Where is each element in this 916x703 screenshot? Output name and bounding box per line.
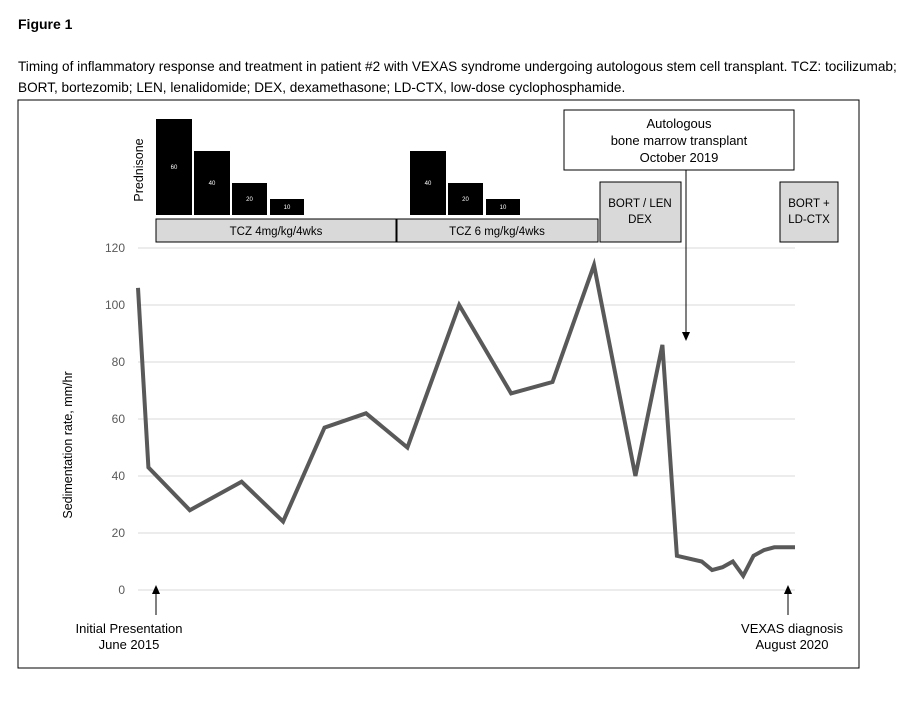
tcz-4mg-box — [155, 218, 397, 243]
y-axis-label: Sedimentation rate, mm/hr — [61, 371, 75, 518]
prednisone-bar — [156, 119, 192, 215]
prednisone-bar-label: 20 — [246, 197, 253, 203]
y-axis-ticks: 0 20 40 60 80 100 120 — [105, 241, 125, 597]
transplant-label-2: bone marrow transplant — [611, 133, 748, 148]
bort-len-box — [599, 181, 682, 243]
y-tick-label: 120 — [105, 241, 125, 255]
prednisone-bar — [486, 199, 520, 215]
prednisone-bars: 60 40 20 10 40 20 10 — [156, 119, 520, 215]
initial-label-2: June 2015 — [99, 637, 160, 652]
bort-len-label-1: BORT / LEN — [608, 198, 672, 210]
y-tick-label: 40 — [112, 469, 126, 483]
transplant-label-3: October 2019 — [640, 150, 719, 165]
diagnosis-label-1: VEXAS diagnosis — [741, 621, 843, 636]
diagnosis-label-2: August 2020 — [755, 637, 828, 652]
transplant-arrowhead — [682, 332, 690, 341]
figure-caption: Timing of inflammatory response and trea… — [18, 59, 897, 95]
prednisone-bar — [448, 183, 483, 215]
y-tick-label: 20 — [112, 526, 126, 540]
y-tick-label: 100 — [105, 298, 125, 312]
sedimentation-rate-line — [136, 257, 795, 580]
prednisone-bar-label: 20 — [462, 197, 469, 203]
diagnosis-arrowhead — [784, 585, 792, 594]
bort-ctx-box — [779, 181, 839, 243]
tcz-6mg-label: TCZ 6 mg/kg/4wks — [449, 226, 545, 238]
transplant-box — [563, 109, 795, 171]
prednisone-bar-label: 10 — [284, 205, 291, 211]
tcz-4mg-label: TCZ 4mg/kg/4wks — [230, 226, 323, 238]
bort-ctx-label-1: BORT + — [788, 198, 830, 210]
y-tick-label: 80 — [112, 355, 126, 369]
initial-arrowhead — [152, 585, 160, 594]
gridlines — [138, 247, 795, 591]
bort-ctx-label-2: LD-CTX — [788, 214, 830, 226]
prednisone-bar-label: 40 — [209, 181, 216, 187]
prednisone-bar — [410, 151, 446, 215]
tcz-6mg-box — [396, 218, 599, 243]
transplant-label-1: Autologous — [646, 116, 712, 131]
prednisone-bar — [270, 199, 304, 215]
figure-label: Figure 1 — [18, 16, 73, 32]
y-tick-label: 60 — [112, 412, 126, 426]
prednisone-bar-label: 10 — [500, 205, 507, 211]
prednisone-bar-label: 60 — [171, 165, 178, 171]
initial-label-1: Initial Presentation — [76, 621, 183, 636]
prednisone-bar — [232, 183, 267, 215]
prednisone-bar — [194, 151, 230, 215]
bort-len-label-2: DEX — [628, 214, 652, 226]
prednisone-bar-label: 40 — [425, 181, 432, 187]
prednisone-label: Prednisone — [132, 138, 146, 201]
y-tick-label: 0 — [118, 583, 125, 597]
figure-frame — [17, 99, 860, 669]
